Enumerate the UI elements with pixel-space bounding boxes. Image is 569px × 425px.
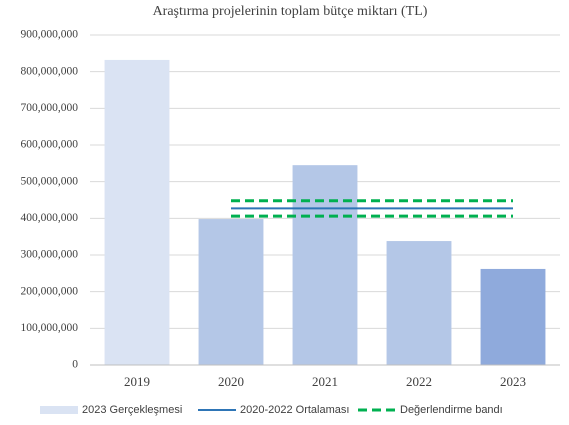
legend-label: 2023 Gerçekleşmesi: [82, 404, 182, 416]
bar: [104, 59, 170, 365]
legend-label: 2020-2022 Ortalaması: [240, 404, 349, 416]
y-tick-label: 900,000,000: [21, 29, 79, 41]
bar: [480, 268, 546, 365]
x-tick-label: 2019: [124, 374, 150, 389]
bar: [386, 241, 452, 365]
chart-title: Araştırma projelerinin toplam bütçe mikt…: [153, 4, 428, 19]
y-tick-label: 700,000,000: [21, 102, 79, 114]
y-tick-label: 0: [72, 359, 78, 371]
y-tick-label: 200,000,000: [21, 285, 79, 297]
y-tick-label: 800,000,000: [21, 65, 79, 77]
legend-swatch: [40, 406, 78, 414]
y-tick-label: 100,000,000: [21, 322, 79, 334]
bar: [198, 219, 264, 365]
y-tick-label: 300,000,000: [21, 249, 79, 261]
x-tick-label: 2023: [500, 374, 526, 389]
y-tick-label: 400,000,000: [21, 212, 79, 224]
legend-label: Değerlendirme bandı: [400, 404, 503, 416]
x-tick-label: 2020: [218, 374, 244, 389]
x-tick-label: 2021: [312, 374, 338, 389]
y-tick-label: 600,000,000: [21, 139, 79, 151]
bar: [292, 165, 358, 365]
x-tick-label: 2022: [406, 374, 432, 389]
y-tick-label: 500,000,000: [21, 175, 79, 187]
